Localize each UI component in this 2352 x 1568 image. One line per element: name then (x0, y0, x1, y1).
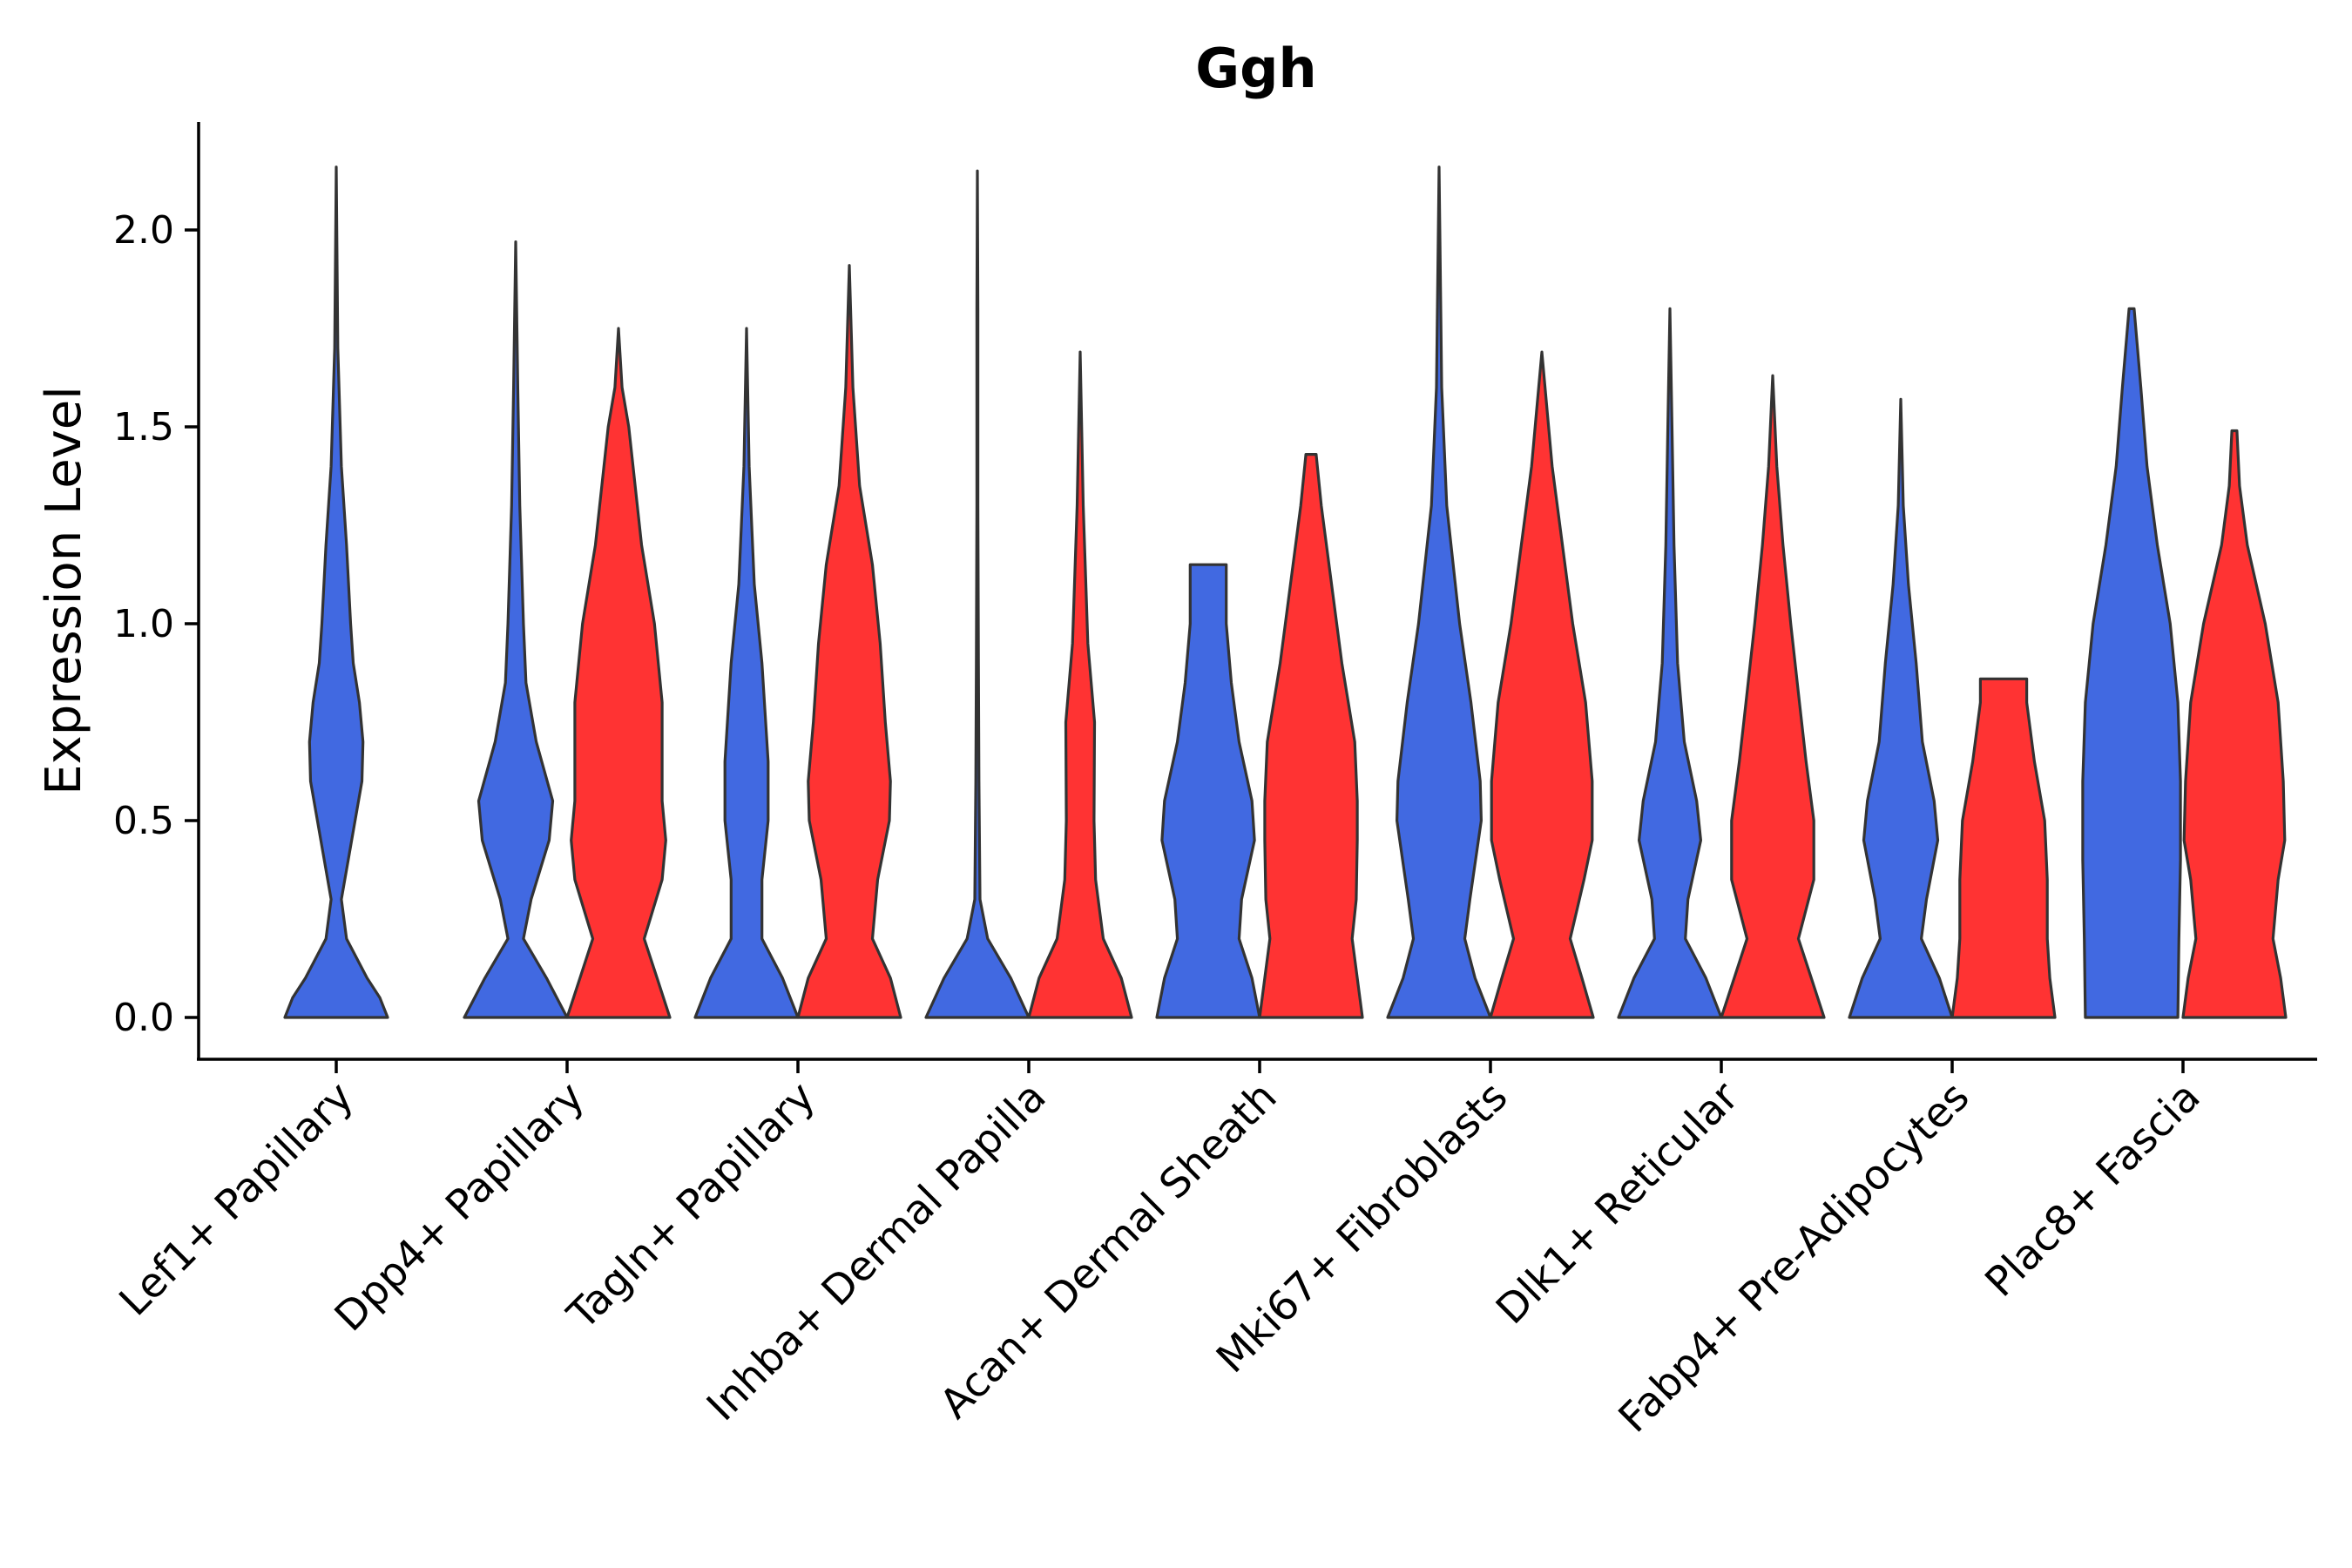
violin-group1 (463, 240, 569, 1019)
violin-group2 (1027, 350, 1133, 1019)
chart-title: Ggh (1195, 37, 1316, 100)
violin-group1 (283, 166, 389, 1019)
y-tick-label: 1.5 (113, 405, 174, 449)
violin-group2 (1950, 677, 2057, 1019)
violin-group2 (2181, 429, 2288, 1019)
violin-layer (283, 166, 2288, 1019)
y-tick-label: 2.0 (113, 208, 174, 253)
y-axis-ticks: 0.0 0.5 1.0 1.5 2.0 (113, 208, 199, 1040)
violin-group1 (1848, 397, 1954, 1019)
violin-group1 (693, 327, 800, 1019)
violin-group2 (1720, 374, 1826, 1019)
y-axis-label: Expression Level (36, 386, 92, 795)
y-tick-label: 0.5 (113, 799, 174, 843)
x-tick-label: Dpp4+ Papillary (326, 1073, 594, 1342)
x-tick-label: Lef1+ Papillary (111, 1073, 363, 1326)
violin-group1 (1155, 563, 1261, 1019)
violin-group1 (924, 169, 1031, 1019)
y-tick-label: 0.0 (113, 996, 174, 1040)
x-tick-label: Dlk1+ Reticular (1487, 1072, 1748, 1334)
violin-group2 (1258, 453, 1364, 1019)
violin-group2 (796, 264, 902, 1019)
violin-group2 (1489, 350, 1595, 1019)
violin-group2 (565, 327, 672, 1019)
violin-group1 (1617, 307, 1723, 1019)
violin-group1 (2081, 307, 2182, 1019)
x-tick-label: Tagln+ Papillary (558, 1073, 825, 1340)
violin-group1 (1386, 166, 1492, 1019)
y-tick-label: 1.0 (113, 602, 174, 646)
x-tick-label: Plac8+ Fascia (1977, 1073, 2210, 1307)
